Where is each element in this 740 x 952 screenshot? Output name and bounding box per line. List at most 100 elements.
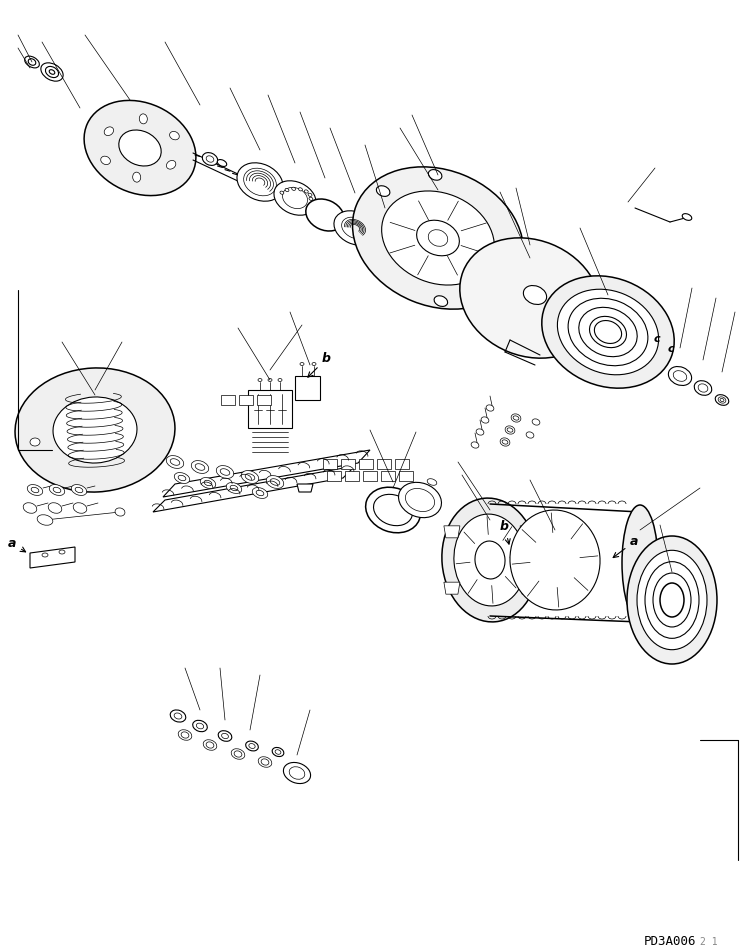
Ellipse shape	[204, 740, 217, 750]
Ellipse shape	[256, 490, 264, 496]
Ellipse shape	[500, 438, 510, 446]
Text: b: b	[308, 352, 331, 377]
Text: a: a	[613, 535, 639, 558]
Ellipse shape	[454, 514, 526, 605]
Ellipse shape	[115, 508, 125, 516]
Ellipse shape	[202, 152, 218, 166]
Ellipse shape	[579, 307, 637, 357]
Ellipse shape	[261, 759, 269, 765]
Text: b: b	[500, 520, 510, 545]
Ellipse shape	[283, 188, 308, 208]
Ellipse shape	[174, 713, 182, 719]
Ellipse shape	[119, 130, 161, 166]
Ellipse shape	[568, 298, 648, 366]
Ellipse shape	[23, 503, 37, 513]
Ellipse shape	[30, 438, 40, 446]
Ellipse shape	[258, 757, 272, 767]
Ellipse shape	[42, 553, 48, 557]
Polygon shape	[341, 459, 355, 469]
Ellipse shape	[53, 487, 61, 493]
Ellipse shape	[231, 748, 245, 760]
Ellipse shape	[374, 494, 412, 526]
Ellipse shape	[221, 468, 230, 475]
Ellipse shape	[272, 747, 284, 757]
Text: c: c	[654, 334, 661, 344]
Ellipse shape	[75, 487, 83, 493]
Ellipse shape	[243, 169, 276, 196]
Ellipse shape	[166, 456, 184, 468]
Ellipse shape	[216, 466, 234, 479]
Ellipse shape	[698, 384, 708, 392]
Ellipse shape	[258, 379, 262, 382]
Ellipse shape	[306, 199, 344, 231]
Ellipse shape	[27, 485, 43, 495]
Ellipse shape	[334, 210, 376, 246]
Ellipse shape	[192, 461, 209, 473]
Ellipse shape	[434, 296, 448, 307]
Polygon shape	[221, 395, 235, 405]
Ellipse shape	[502, 440, 508, 445]
Ellipse shape	[53, 397, 137, 463]
Ellipse shape	[237, 163, 283, 201]
Ellipse shape	[526, 432, 534, 438]
Ellipse shape	[178, 475, 186, 481]
Ellipse shape	[48, 503, 62, 513]
Ellipse shape	[283, 763, 311, 783]
Polygon shape	[520, 526, 536, 538]
Polygon shape	[377, 459, 391, 469]
Polygon shape	[239, 395, 253, 405]
Polygon shape	[444, 526, 460, 538]
Ellipse shape	[37, 515, 53, 526]
Ellipse shape	[388, 239, 393, 243]
Ellipse shape	[28, 59, 36, 66]
Ellipse shape	[716, 395, 729, 406]
Ellipse shape	[170, 459, 180, 466]
Ellipse shape	[300, 363, 304, 366]
Ellipse shape	[510, 510, 600, 610]
Ellipse shape	[660, 583, 684, 617]
Ellipse shape	[268, 379, 272, 382]
Polygon shape	[363, 471, 377, 481]
Ellipse shape	[505, 426, 515, 434]
Ellipse shape	[192, 721, 207, 732]
Ellipse shape	[427, 479, 437, 486]
Polygon shape	[381, 471, 395, 481]
Ellipse shape	[50, 69, 55, 74]
Polygon shape	[444, 583, 460, 594]
Ellipse shape	[246, 741, 258, 751]
Ellipse shape	[24, 56, 39, 68]
Ellipse shape	[278, 379, 282, 382]
Ellipse shape	[352, 167, 523, 309]
Ellipse shape	[694, 381, 712, 395]
Ellipse shape	[342, 217, 369, 239]
Ellipse shape	[234, 751, 242, 757]
Ellipse shape	[84, 100, 196, 195]
Ellipse shape	[289, 766, 305, 780]
Polygon shape	[257, 395, 271, 405]
Ellipse shape	[476, 428, 484, 435]
Ellipse shape	[532, 419, 540, 426]
Ellipse shape	[511, 414, 521, 422]
Ellipse shape	[178, 730, 192, 741]
Ellipse shape	[226, 483, 242, 493]
Ellipse shape	[175, 472, 189, 484]
Ellipse shape	[45, 67, 58, 77]
Polygon shape	[295, 376, 320, 400]
Ellipse shape	[720, 399, 724, 402]
Ellipse shape	[718, 397, 726, 403]
Ellipse shape	[673, 370, 687, 382]
Ellipse shape	[245, 474, 255, 481]
Polygon shape	[297, 484, 313, 492]
Ellipse shape	[368, 230, 403, 258]
Ellipse shape	[513, 416, 519, 420]
Ellipse shape	[15, 367, 175, 492]
Polygon shape	[359, 459, 373, 469]
Ellipse shape	[594, 321, 622, 344]
Ellipse shape	[653, 573, 691, 627]
Ellipse shape	[221, 733, 229, 739]
Ellipse shape	[170, 710, 186, 722]
Polygon shape	[163, 450, 370, 497]
Ellipse shape	[417, 220, 460, 256]
Polygon shape	[248, 390, 292, 428]
Ellipse shape	[308, 193, 312, 196]
